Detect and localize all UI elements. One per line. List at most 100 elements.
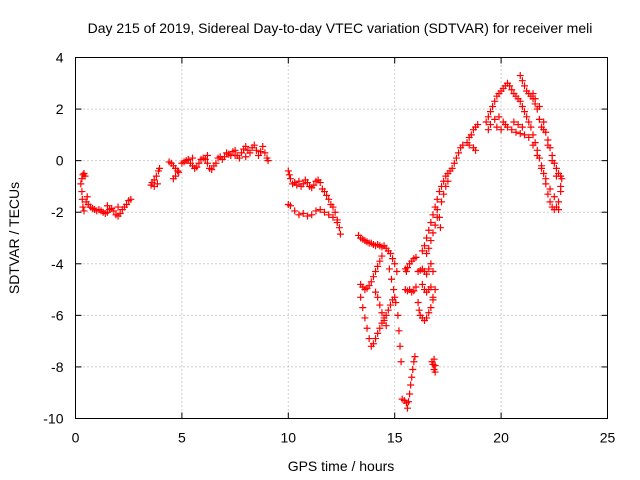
data-point (538, 164, 546, 172)
data-point (525, 133, 533, 141)
data-point (391, 293, 399, 301)
data-point (414, 298, 422, 306)
data-point (286, 175, 294, 183)
data-point (442, 182, 450, 190)
data-point (83, 193, 91, 201)
data-point (405, 398, 413, 406)
data-point (427, 219, 435, 227)
data-point (448, 164, 456, 172)
data-point (423, 249, 431, 257)
data-point (425, 309, 433, 317)
data-point (508, 86, 516, 94)
data-point (440, 190, 448, 198)
data-point (257, 148, 265, 156)
data-point (433, 206, 441, 214)
data-point (501, 121, 509, 129)
data-point (116, 210, 124, 218)
data-point (552, 164, 560, 172)
data-point (299, 210, 307, 218)
data-point (78, 195, 86, 203)
data-point (491, 97, 499, 105)
data-point (208, 166, 216, 174)
data-point (431, 221, 439, 229)
data-point (388, 275, 396, 283)
data-point (78, 188, 86, 196)
data-point (459, 141, 467, 149)
data-point (436, 224, 444, 232)
data-point (331, 208, 339, 216)
data-point (156, 164, 164, 172)
series-arc-rise (418, 121, 482, 257)
data-point (259, 142, 267, 150)
data-point (372, 335, 380, 343)
data-point (535, 102, 543, 110)
data-point (372, 288, 380, 296)
data-point (127, 195, 135, 203)
data-point (529, 141, 537, 149)
data-point (521, 108, 529, 116)
y-tick-labels: -10 -8 -6 -4 -2 0 2 4 (43, 50, 63, 427)
data-point (359, 304, 367, 312)
data-point (363, 324, 371, 332)
data-point (335, 224, 343, 232)
data-point (389, 255, 397, 263)
data-point (325, 195, 333, 203)
data-point (212, 159, 220, 167)
data-point (544, 190, 552, 198)
y-tick-label: -4 (51, 256, 64, 272)
data-point (406, 390, 414, 398)
x-tick-labels: 0 5 10 15 20 25 (72, 430, 616, 446)
data-point (482, 118, 490, 126)
data-point (410, 358, 418, 366)
data-point (427, 283, 435, 291)
data-point (444, 177, 452, 185)
data-point (329, 203, 337, 211)
series-arc-mid (284, 167, 344, 238)
data-point (542, 128, 550, 136)
data-point (429, 268, 437, 276)
data-point (518, 102, 526, 110)
data-point (150, 176, 158, 184)
data-point (303, 179, 311, 187)
data-point (393, 268, 401, 276)
series-arc-peak (482, 72, 566, 214)
y-tick-label: -2 (51, 204, 64, 220)
data-point (103, 202, 111, 210)
data-point (367, 278, 375, 286)
data-point (427, 304, 435, 312)
data-point (382, 311, 390, 319)
data-point (529, 90, 537, 98)
data-point (489, 102, 497, 110)
data-point (172, 172, 180, 180)
series-arc-early-1 (77, 170, 135, 220)
data-point (123, 200, 131, 208)
data-points (77, 72, 566, 412)
data-point (430, 355, 438, 363)
data-point (427, 260, 435, 268)
data-point (81, 172, 89, 180)
data-point (533, 151, 541, 159)
data-point (516, 130, 524, 138)
data-point (525, 118, 533, 126)
data-point (203, 151, 211, 159)
data-point (365, 335, 373, 343)
data-point (521, 82, 529, 90)
data-point (295, 211, 303, 219)
y-tick-label: 2 (56, 101, 64, 117)
data-point (438, 198, 446, 206)
data-point (484, 113, 492, 121)
data-point (295, 177, 303, 185)
data-point (546, 185, 554, 193)
data-point (385, 265, 393, 273)
data-point (495, 113, 503, 121)
data-point (361, 314, 369, 322)
data-point (423, 234, 431, 242)
data-point (407, 381, 415, 389)
data-point (429, 229, 437, 237)
data-point (284, 167, 292, 175)
data-point (535, 115, 543, 123)
data-point (237, 149, 245, 157)
data-point (365, 282, 373, 290)
data-point (516, 72, 524, 80)
